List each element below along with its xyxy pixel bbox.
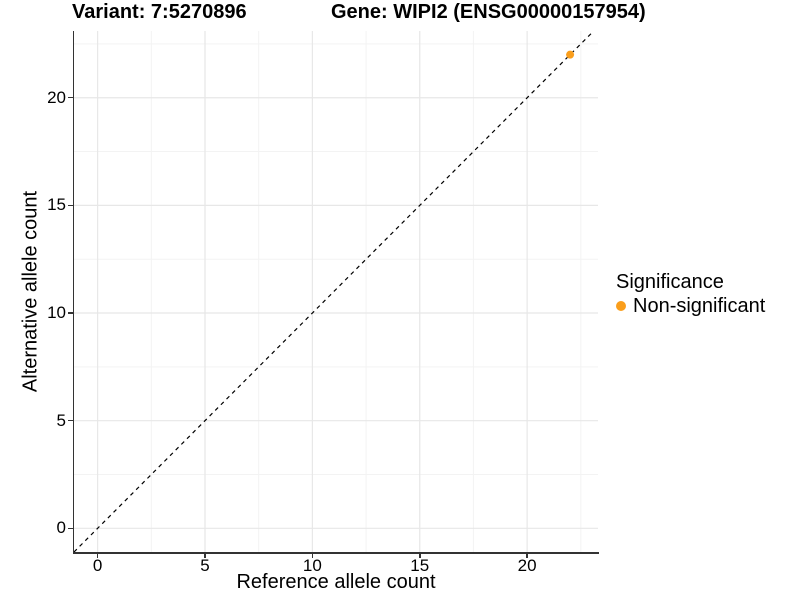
x-tick-mark [96, 553, 99, 558]
y-tick-mark [68, 204, 73, 207]
y-axis-title: Alternative allele count [19, 190, 42, 393]
x-tick-label: 15 [410, 555, 430, 575]
y-axis-line [72, 31, 74, 554]
legend-entry[interactable]: Non-significant [616, 296, 765, 316]
plot-title-gene: Gene: WIPI2 (ENSG00000157954) [331, 1, 646, 23]
legend-entry-label: Non-significant [633, 295, 766, 317]
y-tick-label: 15 [47, 195, 66, 215]
y-tick-mark [68, 96, 73, 99]
x-axis-line [72, 552, 599, 554]
x-tick-label: 5 [200, 555, 210, 575]
legend-title: Significance [616, 271, 724, 293]
plot-title-variant: Variant: 7:5270896 [72, 1, 247, 23]
y-tick-mark [68, 419, 73, 422]
x-tick-mark [204, 553, 206, 558]
x-axis-title: Reference allele count [236, 571, 436, 593]
plot-panel [74, 31, 598, 552]
data-point[interactable] [566, 50, 575, 59]
x-tick-mark [526, 553, 528, 558]
legend: Significance Non-significant [616, 271, 765, 316]
legend-key-dot [616, 301, 626, 311]
identity-line [74, 31, 595, 552]
x-tick-label: 20 [517, 555, 537, 575]
x-tick-mark [419, 553, 421, 558]
y-tick-label: 5 [56, 410, 66, 430]
x-tick-label: 0 [92, 555, 103, 575]
y-tick-mark [68, 312, 73, 314]
y-tick-label: 10 [47, 303, 66, 323]
x-tick-label: 10 [302, 555, 322, 575]
x-tick-mark [311, 553, 314, 558]
y-tick-label: 20 [47, 87, 66, 107]
y-tick-label: 0 [56, 518, 66, 538]
y-tick-mark [68, 527, 73, 530]
